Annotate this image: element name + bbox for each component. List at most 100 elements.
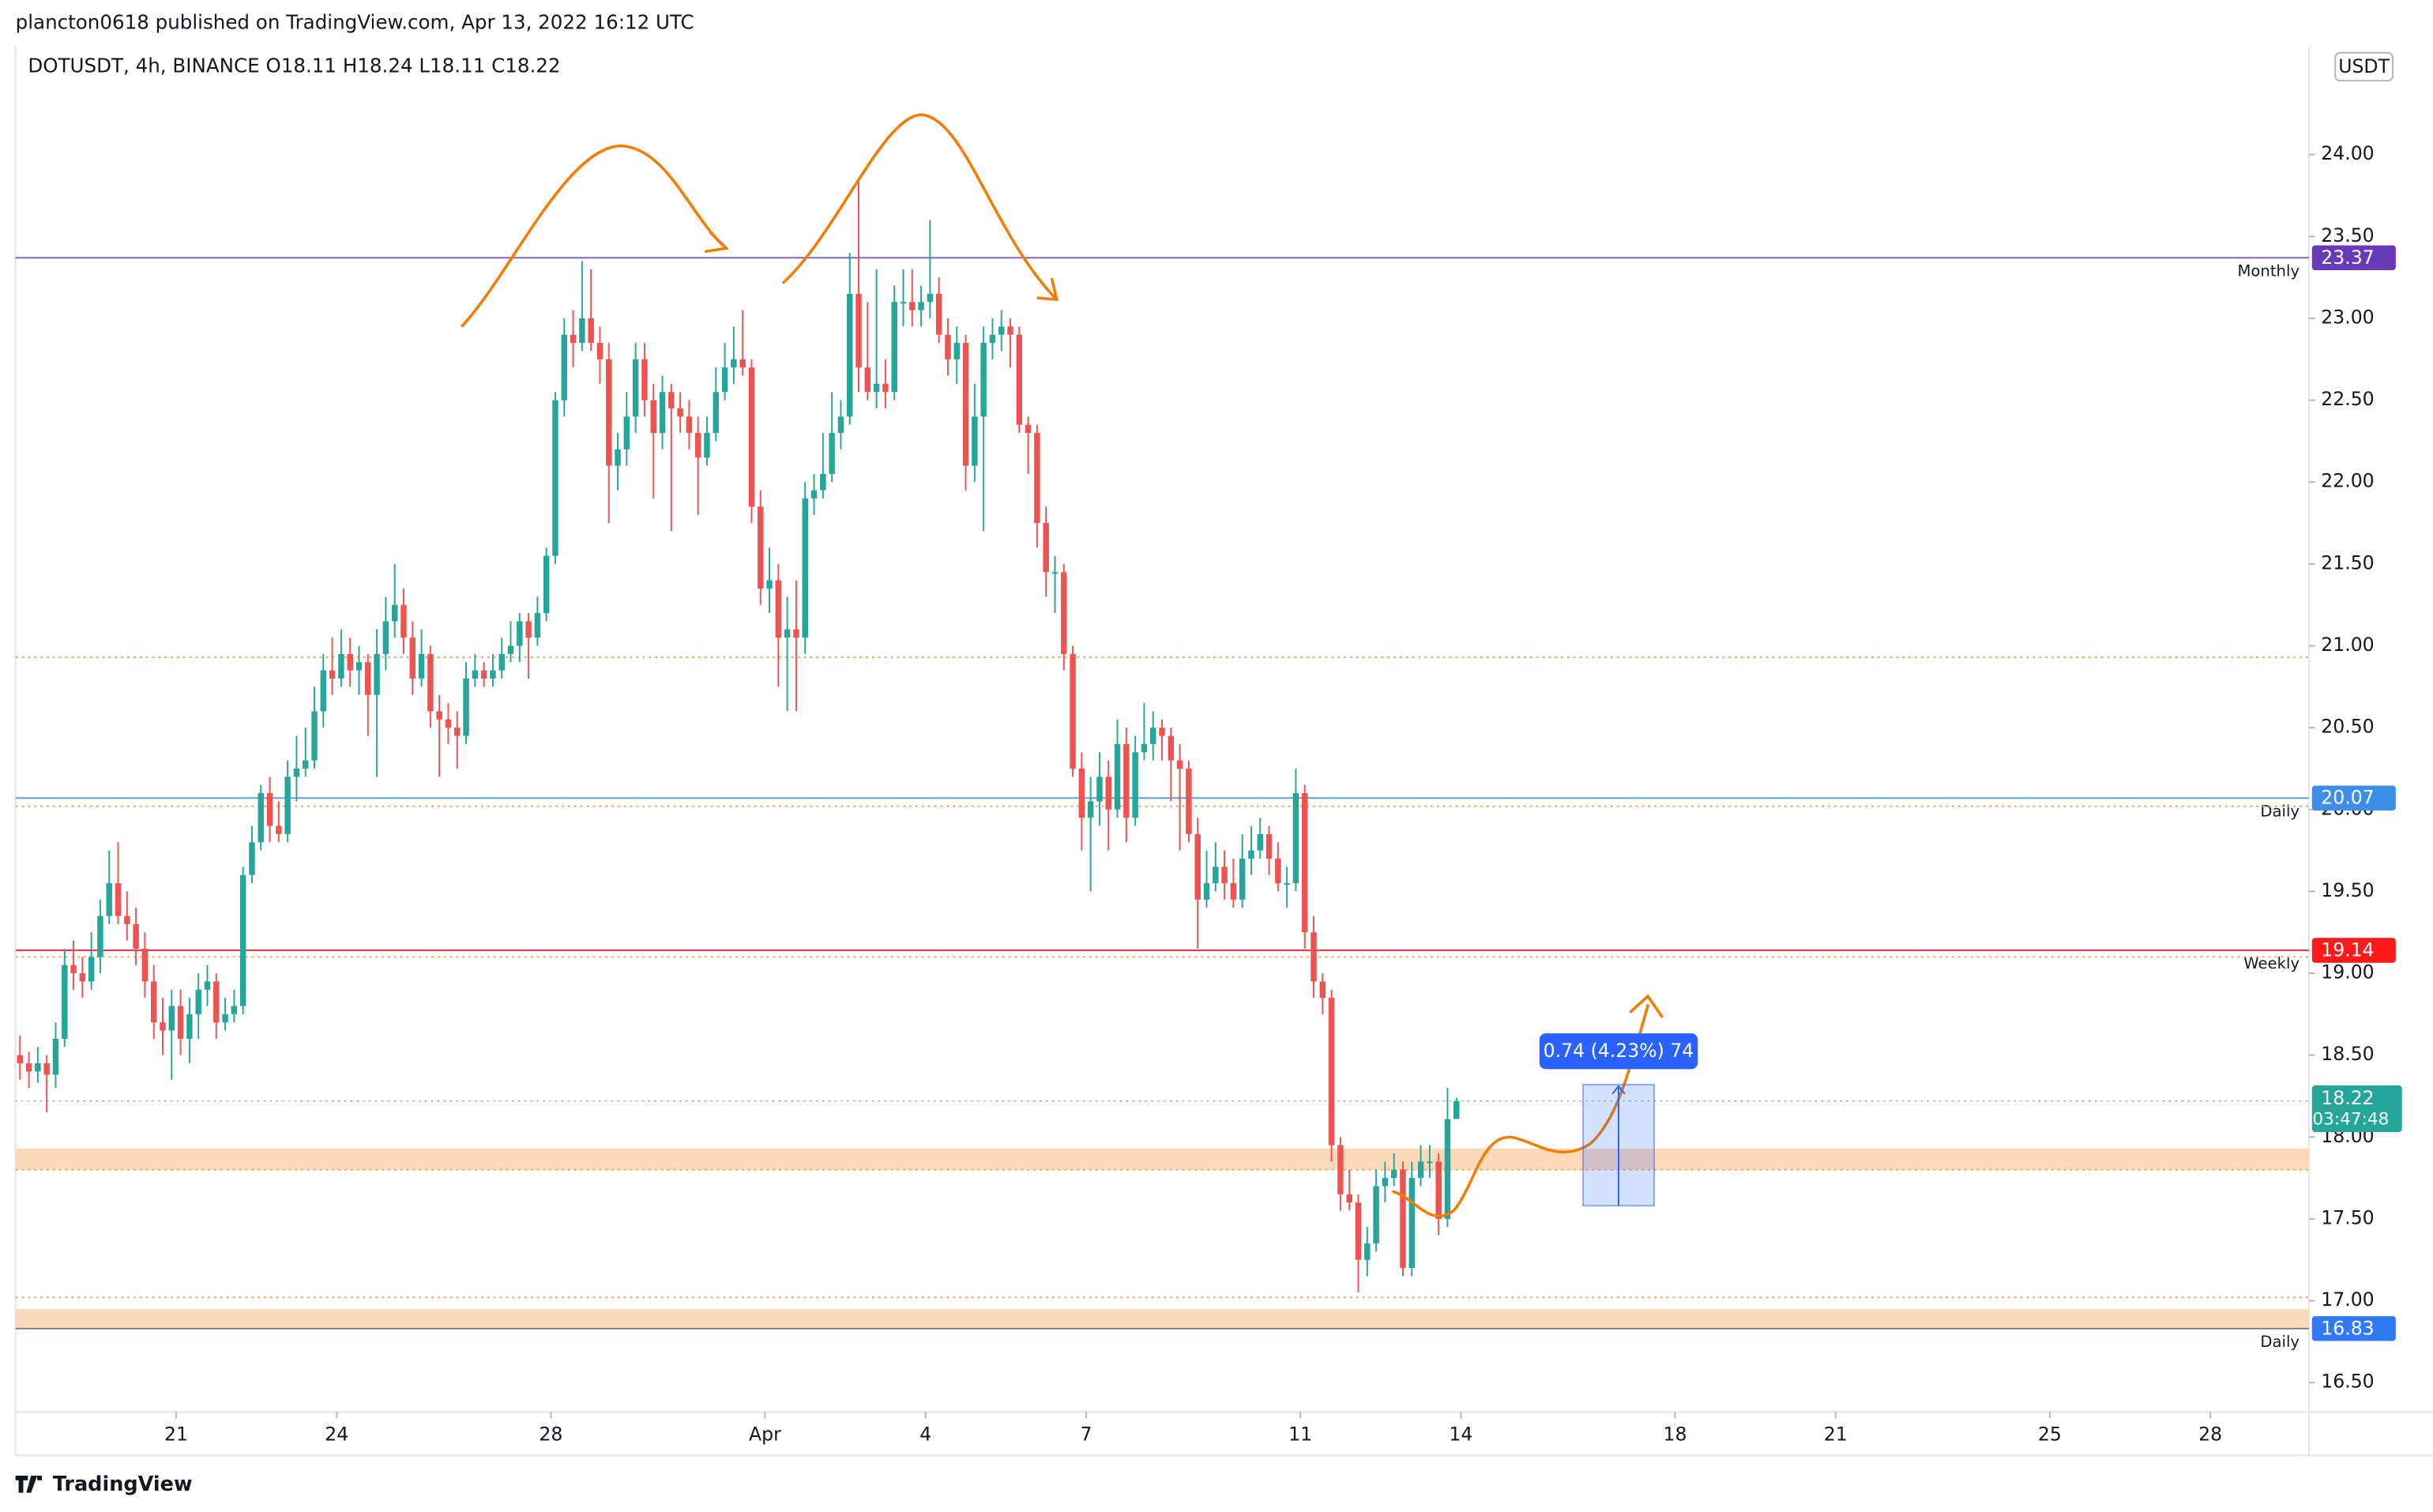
candle-body (498, 653, 505, 671)
y-tick-label: 18.50 (2321, 1043, 2374, 1065)
candle-body (1355, 1202, 1362, 1260)
candle-body (204, 981, 211, 990)
candle-body (1186, 768, 1192, 834)
candle-body (1149, 728, 1156, 744)
drawing-arc (782, 113, 1057, 299)
candle-body (507, 645, 514, 654)
x-tick-label: 28 (539, 1423, 562, 1445)
candle-body (1016, 334, 1023, 425)
candle-body (1194, 833, 1201, 900)
candle-body (1364, 1243, 1371, 1260)
measure-tool: 0.74 (4.23%) 74 (1539, 1033, 1698, 1207)
y-tick-label: 19.50 (2321, 879, 2374, 901)
candle-body (1292, 793, 1299, 884)
candle-body (374, 653, 380, 695)
candle-body (1408, 1178, 1416, 1269)
candle-body (150, 981, 157, 1023)
candle-body (391, 604, 398, 622)
candle-body (106, 883, 112, 916)
candle-body (784, 629, 791, 638)
last-price-box (2311, 1085, 2402, 1132)
candle-body (1007, 326, 1013, 335)
measure-label-box (1539, 1033, 1698, 1070)
candle-body (249, 842, 255, 875)
candle-body (79, 973, 86, 982)
candle-body (35, 1063, 41, 1072)
x-tick-label: 18 (1663, 1423, 1687, 1445)
candle-body (463, 678, 469, 736)
candle-body (302, 760, 309, 769)
candle-body (1114, 743, 1121, 810)
level-name: Weekly (2243, 954, 2300, 972)
candle-body (1159, 728, 1165, 736)
x-tick-label: 7 (1081, 1423, 1092, 1445)
candle-body (1328, 998, 1335, 1145)
candle-body (177, 1006, 184, 1039)
candle-body (802, 498, 808, 638)
candle-body (365, 662, 371, 695)
x-tick-label: Apr (749, 1423, 781, 1445)
y-tick-label: 21.00 (2321, 634, 2374, 656)
level-price-box (2311, 1316, 2396, 1341)
candle-body (17, 1055, 24, 1064)
candle-body (320, 670, 327, 712)
drawing-arrowhead (704, 231, 730, 253)
candle-body (1444, 1119, 1451, 1219)
candle-body (686, 416, 693, 434)
candle-body (1105, 777, 1111, 810)
candle-body (168, 1006, 175, 1031)
x-tick-label: 28 (2198, 1423, 2222, 1445)
candle-body (70, 965, 77, 974)
candle-body (677, 408, 683, 417)
y-tick-label: 22.00 (2321, 470, 2374, 492)
candle-body (1203, 883, 1210, 900)
candle-body (454, 728, 461, 736)
candle-body (427, 653, 434, 712)
candle-body (445, 719, 452, 728)
candle-body (882, 383, 889, 393)
candle-body (1141, 743, 1148, 753)
candle-body (998, 326, 1005, 335)
candle-body (1043, 523, 1049, 573)
candle-body (1087, 801, 1094, 818)
level-price-label: 20.07 (2321, 787, 2374, 809)
zone (15, 1148, 2309, 1170)
level-price-box (2311, 785, 2396, 811)
candles (17, 179, 1460, 1293)
candle-body (1248, 850, 1254, 859)
currency-box (2334, 51, 2394, 82)
candle-body (1078, 768, 1085, 818)
candle-body (829, 433, 835, 474)
candle-body (1427, 1161, 1433, 1164)
y-tick-label: 22.50 (2321, 388, 2374, 410)
candle-body (347, 653, 353, 671)
brand-name: TradingView (53, 1473, 193, 1496)
candle-body (160, 1022, 166, 1031)
candle-body (133, 923, 139, 949)
published-line: plancton0618 published on TradingView.co… (16, 10, 694, 33)
candle-body (864, 367, 871, 393)
candle-body (1239, 858, 1246, 900)
drawings (461, 113, 1664, 1218)
measure-arrowhead (1611, 1085, 1626, 1095)
candle-body (945, 334, 951, 359)
candle-body (972, 416, 978, 466)
y-tick-label: 19.00 (2321, 961, 2374, 984)
candle-body (739, 359, 746, 368)
candle-body (534, 613, 541, 638)
logo-mark (15, 1476, 43, 1493)
x-tick-label: 11 (1288, 1423, 1312, 1445)
y-tick-label: 21.50 (2321, 551, 2374, 574)
candle-body (579, 318, 585, 344)
drawing-arrowhead (1036, 277, 1059, 302)
level-price-label: 16.83 (2321, 1317, 2374, 1339)
zone (15, 1308, 2309, 1329)
candle-body (758, 506, 764, 589)
candle-body (1257, 833, 1263, 851)
candle-body (1311, 932, 1317, 982)
candle-body (570, 334, 577, 344)
level-price-label: 23.37 (2321, 246, 2374, 269)
candle-body (588, 318, 594, 344)
symbol-line: DOTUSDT, 4h, BINANCE O18.11 H18.24 L18.1… (28, 54, 560, 77)
